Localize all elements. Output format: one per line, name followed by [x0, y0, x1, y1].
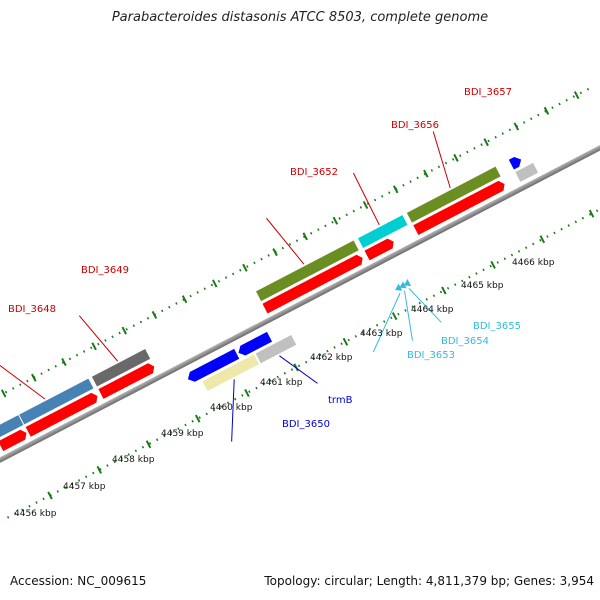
leader-line [231, 379, 235, 442]
cds-arrow [0, 429, 27, 452]
major-tick [392, 185, 399, 194]
major-tick [423, 169, 429, 178]
major-tick [194, 414, 201, 423]
map-strip [0, 84, 600, 519]
major-tick [362, 200, 369, 210]
feature-olive-bdi3652 [256, 240, 359, 302]
gene-label-trmb: trmB [328, 395, 353, 406]
accession-text: Accession: NC_009615 [10, 574, 147, 588]
leader-line [78, 315, 118, 362]
map-title: Parabacteroides distasonis ATCC 8503, co… [111, 10, 489, 25]
leader-line [279, 355, 318, 384]
gene-label-bdi3657: BDI_3657 [464, 87, 512, 98]
scale-label: 4459 kbp [161, 429, 204, 439]
major-tick [242, 263, 248, 272]
gene-label-bdi3653: BDI_3653 [407, 350, 455, 361]
major-tick [543, 106, 550, 115]
gene-label-bdi3650: BDI_3650 [282, 419, 330, 430]
major-tick [490, 260, 496, 269]
leader-line [352, 172, 380, 226]
scale-label: 4457 kbp [63, 482, 106, 492]
major-tick [145, 440, 152, 449]
major-tick [0, 389, 7, 398]
major-tick [61, 357, 67, 367]
major-tick [513, 122, 520, 131]
feature-silver-trmb [255, 335, 297, 364]
major-tick [483, 138, 489, 147]
major-tick [272, 248, 278, 257]
cds-arrow [413, 180, 505, 236]
cds-arrow [364, 238, 394, 261]
feature-gray [91, 349, 151, 387]
feature-steelblue-a [0, 415, 24, 439]
leader-line [408, 288, 442, 323]
scale-label: 4465 kbp [461, 281, 504, 291]
gene-labels-top: BDI_3648 BDI_3649 BDI_3652 BDI_3656 BDI_… [8, 87, 512, 315]
top-leader-lines [0, 131, 451, 400]
small-arrow [403, 279, 412, 287]
major-tick [47, 491, 53, 500]
cds-arrow [262, 254, 363, 314]
scale-label: 4464 kbp [411, 305, 454, 315]
gene-label-bdi3654: BDI_3654 [441, 336, 489, 347]
gene-label-bdi3656: BDI_3656 [391, 120, 439, 131]
major-tick [96, 465, 102, 474]
gene-label-bdi3648: BDI_3648 [8, 304, 56, 315]
feature-steelblue-b [19, 378, 94, 425]
scale-labels: 4456 kbp 4457 kbp 4458 kbp 4459 kbp 4460… [14, 258, 555, 519]
leader-line [432, 131, 451, 189]
major-tick [244, 388, 250, 398]
feature-olive-bdi3657 [406, 166, 501, 223]
major-tick [332, 216, 339, 225]
major-tick [181, 295, 188, 304]
major-tick [539, 235, 546, 244]
major-tick [212, 279, 218, 288]
leader-line [404, 290, 413, 341]
leader-line [266, 217, 305, 265]
backbone-line [0, 135, 600, 471]
topology-summary: Topology: circular; Length: 4,811,379 bp… [264, 574, 594, 588]
small-feature-arrows [395, 279, 412, 291]
scale-label: 4466 kbp [512, 258, 555, 268]
major-tick [91, 342, 97, 351]
major-tick [151, 310, 158, 319]
small-arrow [399, 281, 407, 289]
scale-label: 4456 kbp [14, 509, 57, 519]
feature-blue-b [238, 331, 273, 356]
feature-blue-right [508, 156, 522, 170]
feature-khaki-bdi3650 [202, 354, 260, 391]
gene-label-bdi3652: BDI_3652 [290, 167, 338, 178]
major-tick [588, 209, 595, 218]
scale-label: 4462 kbp [310, 353, 353, 363]
scale-label: 4460 kbp [210, 403, 253, 413]
major-tick [441, 286, 447, 295]
scale-label: 4461 kbp [260, 378, 303, 388]
small-arrow [395, 283, 403, 291]
major-tick [302, 232, 308, 241]
cds-arrow [25, 392, 98, 437]
gene-labels-bottom: BDI_3650 trmB BDI_3653 BDI_3654 BDI_3655 [282, 321, 521, 430]
cds-arrow [98, 363, 155, 399]
feature-blue-a [187, 348, 240, 382]
leader-line [0, 360, 46, 400]
leader-line [372, 292, 401, 353]
major-tick [121, 326, 128, 335]
scale-label: 4458 kbp [112, 455, 155, 465]
major-tick [31, 373, 37, 382]
bottom-leader-lines [231, 288, 442, 442]
feature-cyan-bdi3656 [358, 215, 408, 248]
major-tick [391, 312, 398, 321]
feature-silver-right [515, 162, 539, 182]
gene-label-bdi3649: BDI_3649 [81, 265, 129, 276]
gene-label-bdi3655: BDI_3655 [473, 321, 521, 332]
major-tick [573, 91, 580, 100]
major-tick [342, 337, 349, 346]
scale-label: 4463 kbp [360, 329, 403, 339]
cds-arrows-upper [0, 180, 505, 452]
major-tick [453, 153, 459, 162]
